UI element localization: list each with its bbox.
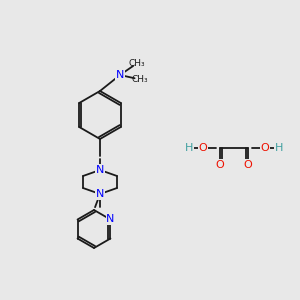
Text: H: H	[185, 143, 193, 153]
Text: N: N	[116, 70, 124, 80]
Text: N: N	[96, 165, 104, 175]
Text: N: N	[96, 189, 104, 199]
Text: H: H	[275, 143, 283, 153]
Text: O: O	[244, 160, 252, 170]
Text: CH₃: CH₃	[132, 74, 148, 83]
Text: O: O	[216, 160, 224, 170]
Text: CH₃: CH₃	[129, 58, 145, 68]
Text: O: O	[261, 143, 269, 153]
Text: N: N	[106, 214, 115, 224]
Text: O: O	[199, 143, 207, 153]
